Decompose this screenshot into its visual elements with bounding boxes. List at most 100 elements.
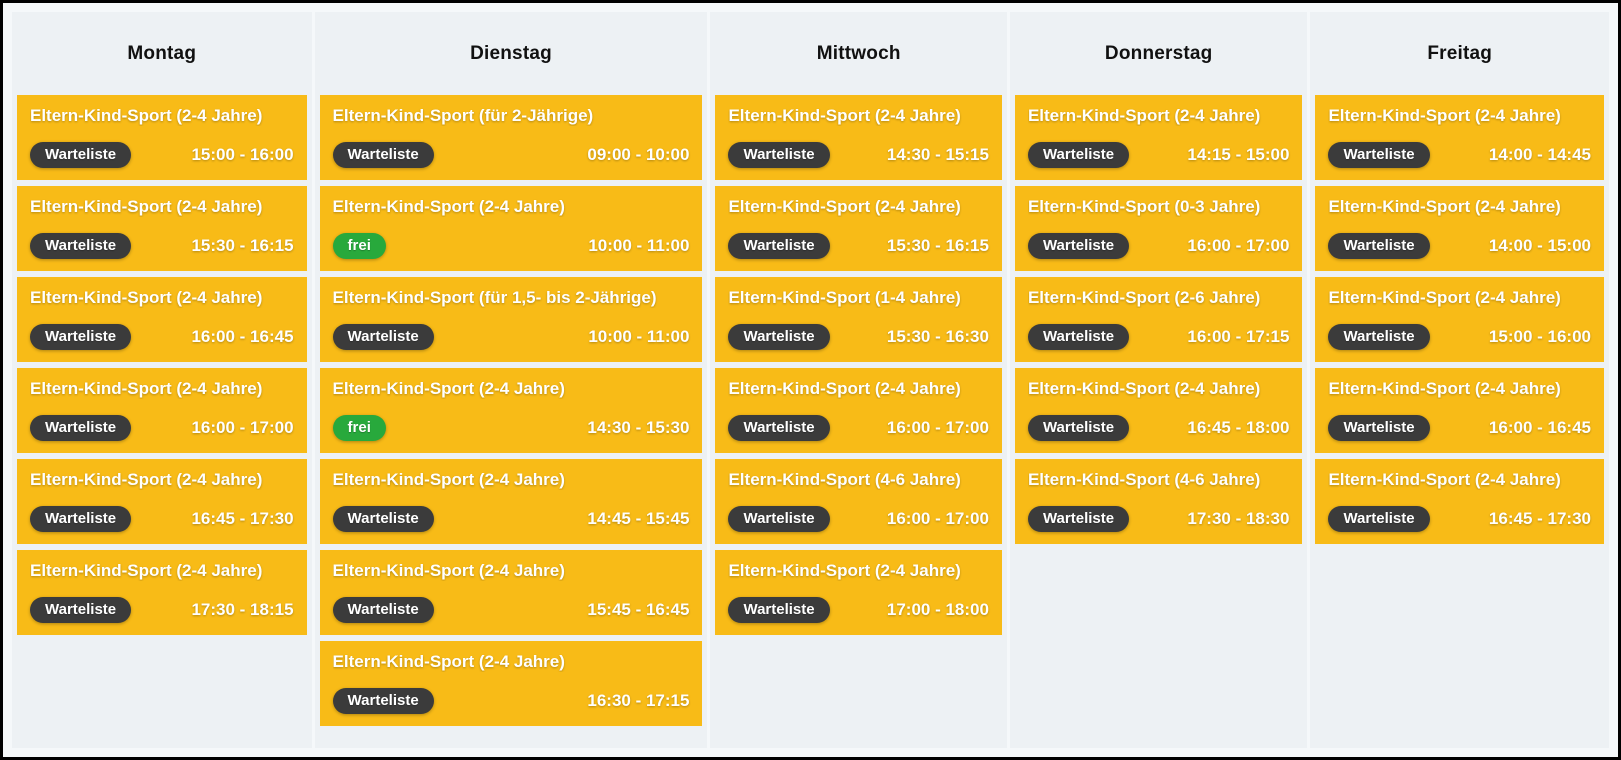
course-footer: Warteliste 15:30 - 16:30 [728, 324, 989, 350]
waitlist-badge: Warteliste [30, 415, 132, 441]
course-card[interactable]: Eltern-Kind-Sport (1-4 Jahre) Warteliste… [715, 277, 1002, 362]
waitlist-badge: Warteliste [1027, 415, 1130, 441]
waitlist-badge: Warteliste [30, 233, 132, 259]
day-column-dienstag: Dienstag Eltern-Kind-Sport (für 2-Jährig… [314, 12, 708, 748]
course-title: Eltern-Kind-Sport (4-6 Jahre) [1027, 470, 1261, 489]
waitlist-badge: Warteliste [1027, 233, 1130, 259]
course-card[interactable]: Eltern-Kind-Sport (2-4 Jahre) Warteliste… [1315, 277, 1604, 362]
course-card[interactable]: Eltern-Kind-Sport (2-4 Jahre) Warteliste… [17, 186, 307, 271]
course-footer: frei 10:00 - 11:00 [332, 233, 689, 259]
course-title: Eltern-Kind-Sport (2-4 Jahre) [30, 197, 263, 216]
day-column-montag: Montag Eltern-Kind-Sport (2-4 Jahre) War… [12, 12, 312, 748]
course-footer: Warteliste 10:00 - 11:00 [332, 324, 689, 350]
day-column-freitag: Freitag Eltern-Kind-Sport (2-4 Jahre) Wa… [1310, 12, 1609, 748]
waitlist-badge: Warteliste [1027, 324, 1130, 350]
day-cards: Eltern-Kind-Sport (2-4 Jahre) Warteliste… [17, 95, 307, 635]
course-title: Eltern-Kind-Sport (2-4 Jahre) [30, 470, 263, 489]
course-time: 14:00 - 14:45 [1488, 145, 1591, 164]
course-card[interactable]: Eltern-Kind-Sport (0-3 Jahre) Warteliste… [1014, 186, 1303, 271]
course-time: 17:30 - 18:15 [191, 600, 294, 619]
course-card[interactable]: Eltern-Kind-Sport (4-6 Jahre) Warteliste… [1014, 459, 1303, 544]
course-card[interactable]: Eltern-Kind-Sport (2-4 Jahre) Warteliste… [715, 550, 1002, 635]
waitlist-badge: Warteliste [1328, 142, 1430, 168]
course-card[interactable]: Eltern-Kind-Sport (für 1,5- bis 2-Jährig… [319, 277, 703, 362]
course-footer: Warteliste 16:00 - 17:00 [728, 506, 989, 532]
waitlist-badge: Warteliste [1027, 142, 1130, 168]
day-header-label: Donnerstag [1104, 42, 1213, 64]
course-title: Eltern-Kind-Sport (2-4 Jahre) [30, 379, 263, 398]
course-card[interactable]: Eltern-Kind-Sport (2-4 Jahre) Warteliste… [715, 95, 1002, 180]
course-card[interactable]: Eltern-Kind-Sport (2-4 Jahre) Warteliste… [319, 459, 703, 544]
waitlist-badge: Warteliste [728, 233, 830, 259]
course-footer: Warteliste 16:45 - 17:30 [30, 506, 294, 532]
course-footer: Warteliste 15:00 - 16:00 [30, 142, 294, 168]
weekly-schedule: Montag Eltern-Kind-Sport (2-4 Jahre) War… [12, 12, 1609, 748]
course-card[interactable]: Eltern-Kind-Sport (4-6 Jahre) Warteliste… [715, 459, 1002, 544]
course-title: Eltern-Kind-Sport (4-6 Jahre) [728, 470, 961, 489]
course-time: 16:00 - 16:45 [1488, 418, 1591, 437]
course-time: 14:30 - 15:30 [587, 418, 690, 437]
course-card[interactable]: Eltern-Kind-Sport (2-4 Jahre) Warteliste… [1315, 368, 1604, 453]
course-time: 15:00 - 16:00 [191, 145, 294, 164]
day-cards: Eltern-Kind-Sport (2-4 Jahre) Warteliste… [1014, 95, 1303, 544]
course-card[interactable]: Eltern-Kind-Sport (2-4 Jahre) Warteliste… [1315, 186, 1604, 271]
course-footer: Warteliste 16:00 - 16:45 [30, 324, 294, 350]
course-time: 15:30 - 16:15 [191, 236, 294, 255]
course-title: Eltern-Kind-Sport (2-4 Jahre) [30, 288, 263, 307]
course-card[interactable]: Eltern-Kind-Sport (2-4 Jahre) Warteliste… [17, 368, 307, 453]
course-card[interactable]: Eltern-Kind-Sport (2-4 Jahre) Warteliste… [319, 550, 703, 635]
course-time: 16:00 - 17:00 [886, 418, 989, 437]
waitlist-badge: Warteliste [30, 324, 132, 350]
course-time: 16:00 - 16:45 [191, 327, 294, 346]
course-time: 14:15 - 15:00 [1187, 145, 1290, 164]
course-card[interactable]: Eltern-Kind-Sport (2-4 Jahre) Warteliste… [17, 550, 307, 635]
course-footer: Warteliste 14:30 - 15:15 [728, 142, 989, 168]
day-header-label: Mittwoch [816, 42, 901, 64]
course-title: Eltern-Kind-Sport (2-6 Jahre) [1027, 288, 1261, 307]
course-card[interactable]: Eltern-Kind-Sport (2-4 Jahre) Warteliste… [715, 368, 1002, 453]
course-footer: Warteliste 15:30 - 16:15 [728, 233, 989, 259]
course-title: Eltern-Kind-Sport (2-4 Jahre) [728, 106, 961, 125]
day-column-mittwoch: Mittwoch Eltern-Kind-Sport (2-4 Jahre) W… [710, 12, 1007, 748]
day-header-label: Dienstag [470, 42, 552, 64]
course-card[interactable]: Eltern-Kind-Sport (2-4 Jahre) Warteliste… [1315, 95, 1604, 180]
waitlist-badge: Warteliste [332, 597, 434, 623]
day-header-label: Montag [127, 42, 197, 64]
course-card[interactable]: Eltern-Kind-Sport (2-4 Jahre) frei 14:30… [319, 368, 703, 453]
course-title: Eltern-Kind-Sport (2-4 Jahre) [332, 652, 565, 671]
waitlist-badge: Warteliste [728, 324, 830, 350]
course-title: Eltern-Kind-Sport (für 2-Jährige) [332, 106, 594, 125]
waitlist-badge: Warteliste [332, 142, 434, 168]
course-card[interactable]: Eltern-Kind-Sport (2-4 Jahre) Warteliste… [17, 95, 307, 180]
course-card[interactable]: Eltern-Kind-Sport (2-4 Jahre) Warteliste… [715, 186, 1002, 271]
course-card[interactable]: Eltern-Kind-Sport (für 2-Jährige) Wartel… [319, 95, 703, 180]
course-title: Eltern-Kind-Sport (2-4 Jahre) [1328, 470, 1561, 489]
course-time: 16:45 - 17:30 [191, 509, 294, 528]
course-footer: Warteliste 16:45 - 18:00 [1027, 415, 1289, 441]
course-time: 15:00 - 16:00 [1488, 327, 1591, 346]
course-time: 14:00 - 15:00 [1488, 236, 1591, 255]
waitlist-badge: Warteliste [728, 415, 830, 441]
course-footer: Warteliste 14:15 - 15:00 [1027, 142, 1290, 168]
course-card[interactable]: Eltern-Kind-Sport (2-4 Jahre) frei 10:00… [319, 186, 703, 271]
course-card[interactable]: Eltern-Kind-Sport (2-4 Jahre) Warteliste… [17, 277, 307, 362]
course-title: Eltern-Kind-Sport (für 1,5- bis 2-Jährig… [332, 288, 657, 307]
waitlist-badge: Warteliste [1328, 506, 1430, 532]
day-header-label: Freitag [1427, 42, 1493, 64]
course-card[interactable]: Eltern-Kind-Sport (2-4 Jahre) Warteliste… [319, 641, 703, 726]
course-title: Eltern-Kind-Sport (2-4 Jahre) [728, 197, 961, 216]
course-footer: Warteliste 15:30 - 16:15 [30, 233, 294, 259]
course-time: 17:30 - 18:30 [1187, 509, 1290, 528]
course-card[interactable]: Eltern-Kind-Sport (2-4 Jahre) Warteliste… [1014, 368, 1303, 453]
waitlist-badge: Warteliste [332, 506, 434, 532]
course-card[interactable]: Eltern-Kind-Sport (2-4 Jahre) Warteliste… [1014, 95, 1303, 180]
course-footer: Warteliste 17:00 - 18:00 [728, 597, 989, 623]
course-card[interactable]: Eltern-Kind-Sport (2-6 Jahre) Warteliste… [1014, 277, 1303, 362]
course-title: Eltern-Kind-Sport (2-4 Jahre) [1027, 379, 1261, 398]
course-time: 16:00 - 17:00 [1187, 236, 1290, 255]
course-card[interactable]: Eltern-Kind-Sport (2-4 Jahre) Warteliste… [1315, 459, 1604, 544]
waitlist-badge: Warteliste [728, 597, 830, 623]
course-title: Eltern-Kind-Sport (2-4 Jahre) [728, 379, 961, 398]
course-card[interactable]: Eltern-Kind-Sport (2-4 Jahre) Warteliste… [17, 459, 307, 544]
